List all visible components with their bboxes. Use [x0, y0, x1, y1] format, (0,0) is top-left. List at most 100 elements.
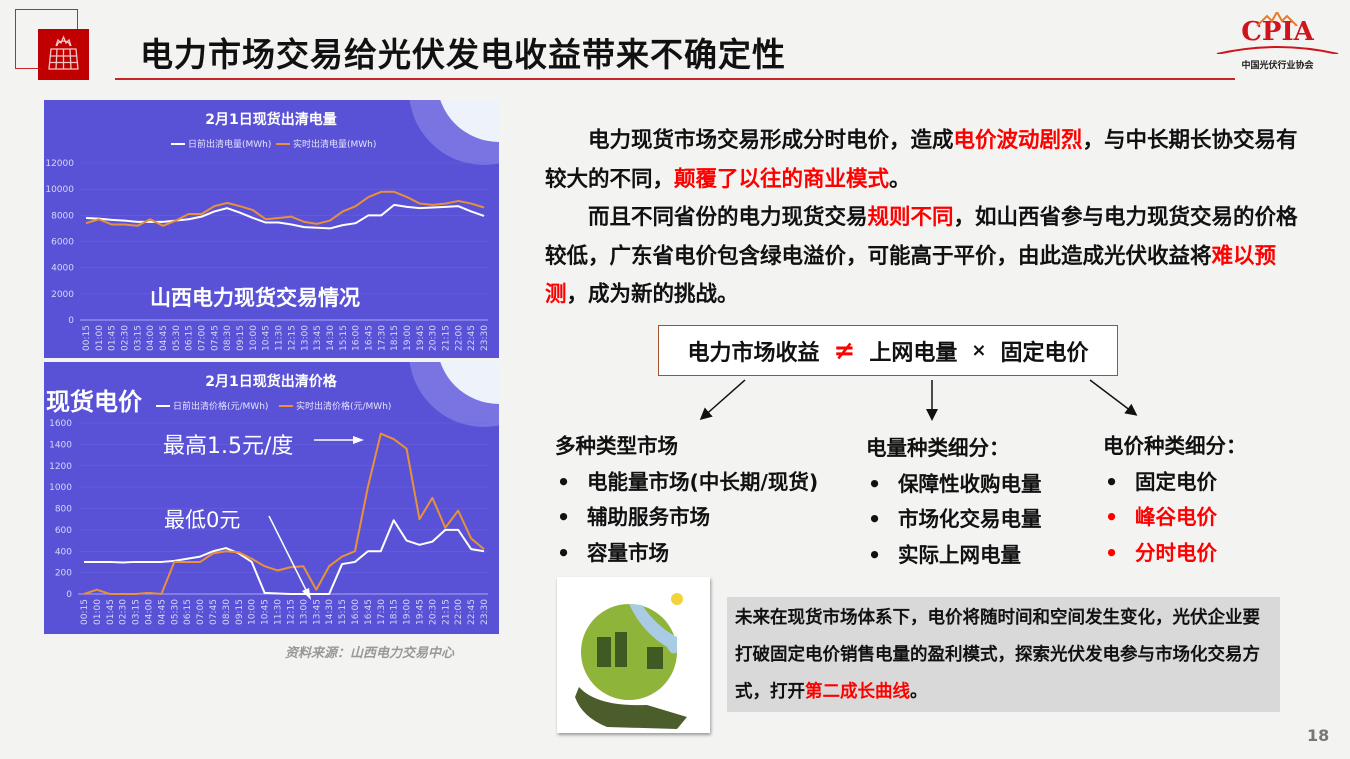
x-tick-label: 05:30	[172, 325, 182, 351]
y-tick-label: 1400	[49, 440, 72, 450]
series-line	[85, 190, 485, 227]
y-tick-label: 10000	[45, 185, 74, 195]
decor-circle	[440, 100, 499, 142]
y-tick-label: 8000	[51, 211, 74, 221]
x-tick-label: 04:45	[159, 325, 169, 351]
solar-panel-icon	[38, 29, 89, 80]
page-number: 18	[1307, 726, 1330, 745]
source-note: 资料来源：山西电力交易中心	[285, 646, 455, 661]
y-tick-label: 12000	[45, 159, 74, 169]
intro-text: 电力现货市场交易形成分时电价，造成电价波动剧烈，与中长期长协交易有较大的不同，颠…	[545, 122, 1305, 315]
text-segment: ，成为新的挑战。	[566, 282, 739, 307]
legend-label: 实时出清价格(元/MWh)	[296, 400, 391, 412]
x-tick-label: 01:00	[93, 599, 103, 625]
y-tick-label: 0	[66, 590, 72, 600]
x-tick-label: 19:45	[416, 325, 426, 351]
x-tick-label: 15:15	[338, 599, 348, 625]
y-tick-label: 2000	[51, 290, 74, 300]
x-tick-label: 09:15	[236, 325, 246, 351]
series-line	[85, 203, 485, 230]
paragraph-2: 而且不同省份的电力现货交易规则不同，如山西省参与电力现货交易的价格较低，广东省电…	[545, 199, 1305, 315]
price-caption: 现货电价	[46, 388, 142, 416]
x-tick-label: 03:15	[132, 599, 142, 625]
x-tick-label: 13:00	[299, 599, 309, 625]
y-tick-label: 1600	[49, 419, 72, 429]
bullet-list: 电能量市场(中长期/现货)辅助服务市场容量市场	[555, 465, 818, 572]
x-tick-label: 02:30	[119, 599, 129, 625]
max-price-note: 最高1.5元/度	[163, 434, 294, 459]
bullet-list: 保障性收购电量市场化交易电量实际上网电量	[866, 467, 1042, 574]
x-tick-label: 17:30	[377, 325, 387, 351]
x-tick-label: 07:00	[198, 325, 208, 351]
text-segment: 。	[889, 166, 911, 192]
x-tick-label: 13:45	[312, 599, 322, 625]
x-tick-label: 13:45	[313, 325, 323, 351]
legend-label: 日前出清价格(元/MWh)	[173, 400, 268, 412]
x-tick-label: 22:45	[467, 325, 477, 351]
list-item: 保障性收购电量	[866, 467, 1042, 503]
x-tick-label: 17:30	[377, 599, 387, 625]
x-tick-label: 19:00	[403, 325, 413, 351]
x-tick-label: 16:45	[364, 325, 374, 351]
min-price-note: 最低0元	[164, 508, 241, 532]
x-tick-label: 00:15	[80, 599, 90, 625]
x-tick-label: 23:30	[480, 599, 490, 625]
x-tick-label: 06:15	[183, 599, 193, 625]
y-tick-label: 1000	[49, 483, 72, 493]
x-tick-label: 11:30	[275, 325, 285, 351]
x-tick-label: 10:00	[249, 325, 259, 351]
y-tick-label: 400	[55, 547, 72, 557]
x-tick-label: 07:45	[210, 325, 220, 351]
times-sign: ×	[971, 340, 987, 361]
x-tick-label: 10:45	[261, 599, 271, 625]
list-item: 实际上网电量	[866, 538, 1042, 574]
list-item: 容量市场	[555, 536, 818, 572]
legend-label: 实时出清电量(MWh)	[293, 138, 376, 150]
highlight-text: 电价波动剧烈	[953, 128, 1083, 153]
x-tick-label: 12:15	[287, 325, 297, 351]
x-tick-label: 08:30	[222, 599, 232, 625]
x-tick-label: 00:15	[82, 325, 92, 351]
legend-label: 日前出清电量(MWh)	[188, 138, 271, 150]
x-tick-label: 23:30	[480, 325, 490, 351]
x-tick-label: 03:15	[133, 325, 143, 351]
decor-circle	[440, 362, 499, 404]
formula-right: 固定电价	[1000, 340, 1089, 366]
text-segment: ，如山西省参与电力现货交易的价格较低，广东省电价包含绿电溢价，可能高于平价，由此…	[545, 205, 1298, 269]
formula-middle: 上网电量	[869, 340, 958, 366]
x-tick-label: 16:45	[364, 599, 374, 625]
y-tick-label: 0	[68, 316, 74, 326]
x-tick-label: 22:00	[454, 325, 464, 351]
x-tick-label: 19:45	[415, 599, 425, 625]
price-chart: 2月1日现货出清价格 日前出清价格(元/MWh) 实时出清价格(元/MWh) 0 200…	[44, 362, 499, 634]
x-tick-label: 21:15	[441, 325, 451, 351]
volume-chart: 2月1日现货出清电量 日前出清电量(MWh) 实时出清电量(MWh) 0 2000 400…	[44, 100, 499, 358]
y-tick-label: 4000	[51, 264, 74, 274]
x-tick-label: 16:00	[352, 325, 362, 351]
x-tick-label: 08:30	[223, 325, 233, 351]
x-tick-label: 10:00	[248, 599, 258, 625]
x-tick-label: 22:45	[467, 599, 477, 625]
y-tick-label: 6000	[51, 238, 74, 248]
x-tick-label: 04:00	[145, 599, 155, 625]
list-item: 固定电价	[1103, 465, 1247, 501]
title-underline	[115, 78, 1235, 80]
bullet-list: 固定电价峰谷电价分时电价	[1103, 465, 1247, 572]
x-tick-label: 04:45	[157, 599, 167, 625]
x-tick-label: 20:30	[428, 599, 438, 625]
text-segment: 电力现货市场交易形成分时电价，造成	[588, 128, 954, 153]
list-item: 市场化交易电量	[866, 502, 1042, 538]
y-tick-label: 600	[55, 526, 72, 536]
x-tick-label: 04:00	[146, 325, 156, 351]
x-tick-label: 02:30	[121, 325, 131, 351]
x-tick-label: 14:30	[325, 599, 335, 625]
volume-caption: 山西电力现货交易情况	[150, 286, 360, 310]
formula-box: 电力市场收益 ≠ 上网电量 × 固定电价	[658, 325, 1118, 376]
x-tick-label: 14:30	[326, 325, 336, 351]
annotation-arrows	[268, 436, 364, 600]
price-types-column: 电价种类细分： 固定电价峰谷电价分时电价	[1103, 429, 1247, 571]
x-tick-label: 09:15	[235, 599, 245, 625]
y-tick-label: 800	[55, 505, 72, 515]
not-equal-sign: ≠	[833, 335, 856, 366]
